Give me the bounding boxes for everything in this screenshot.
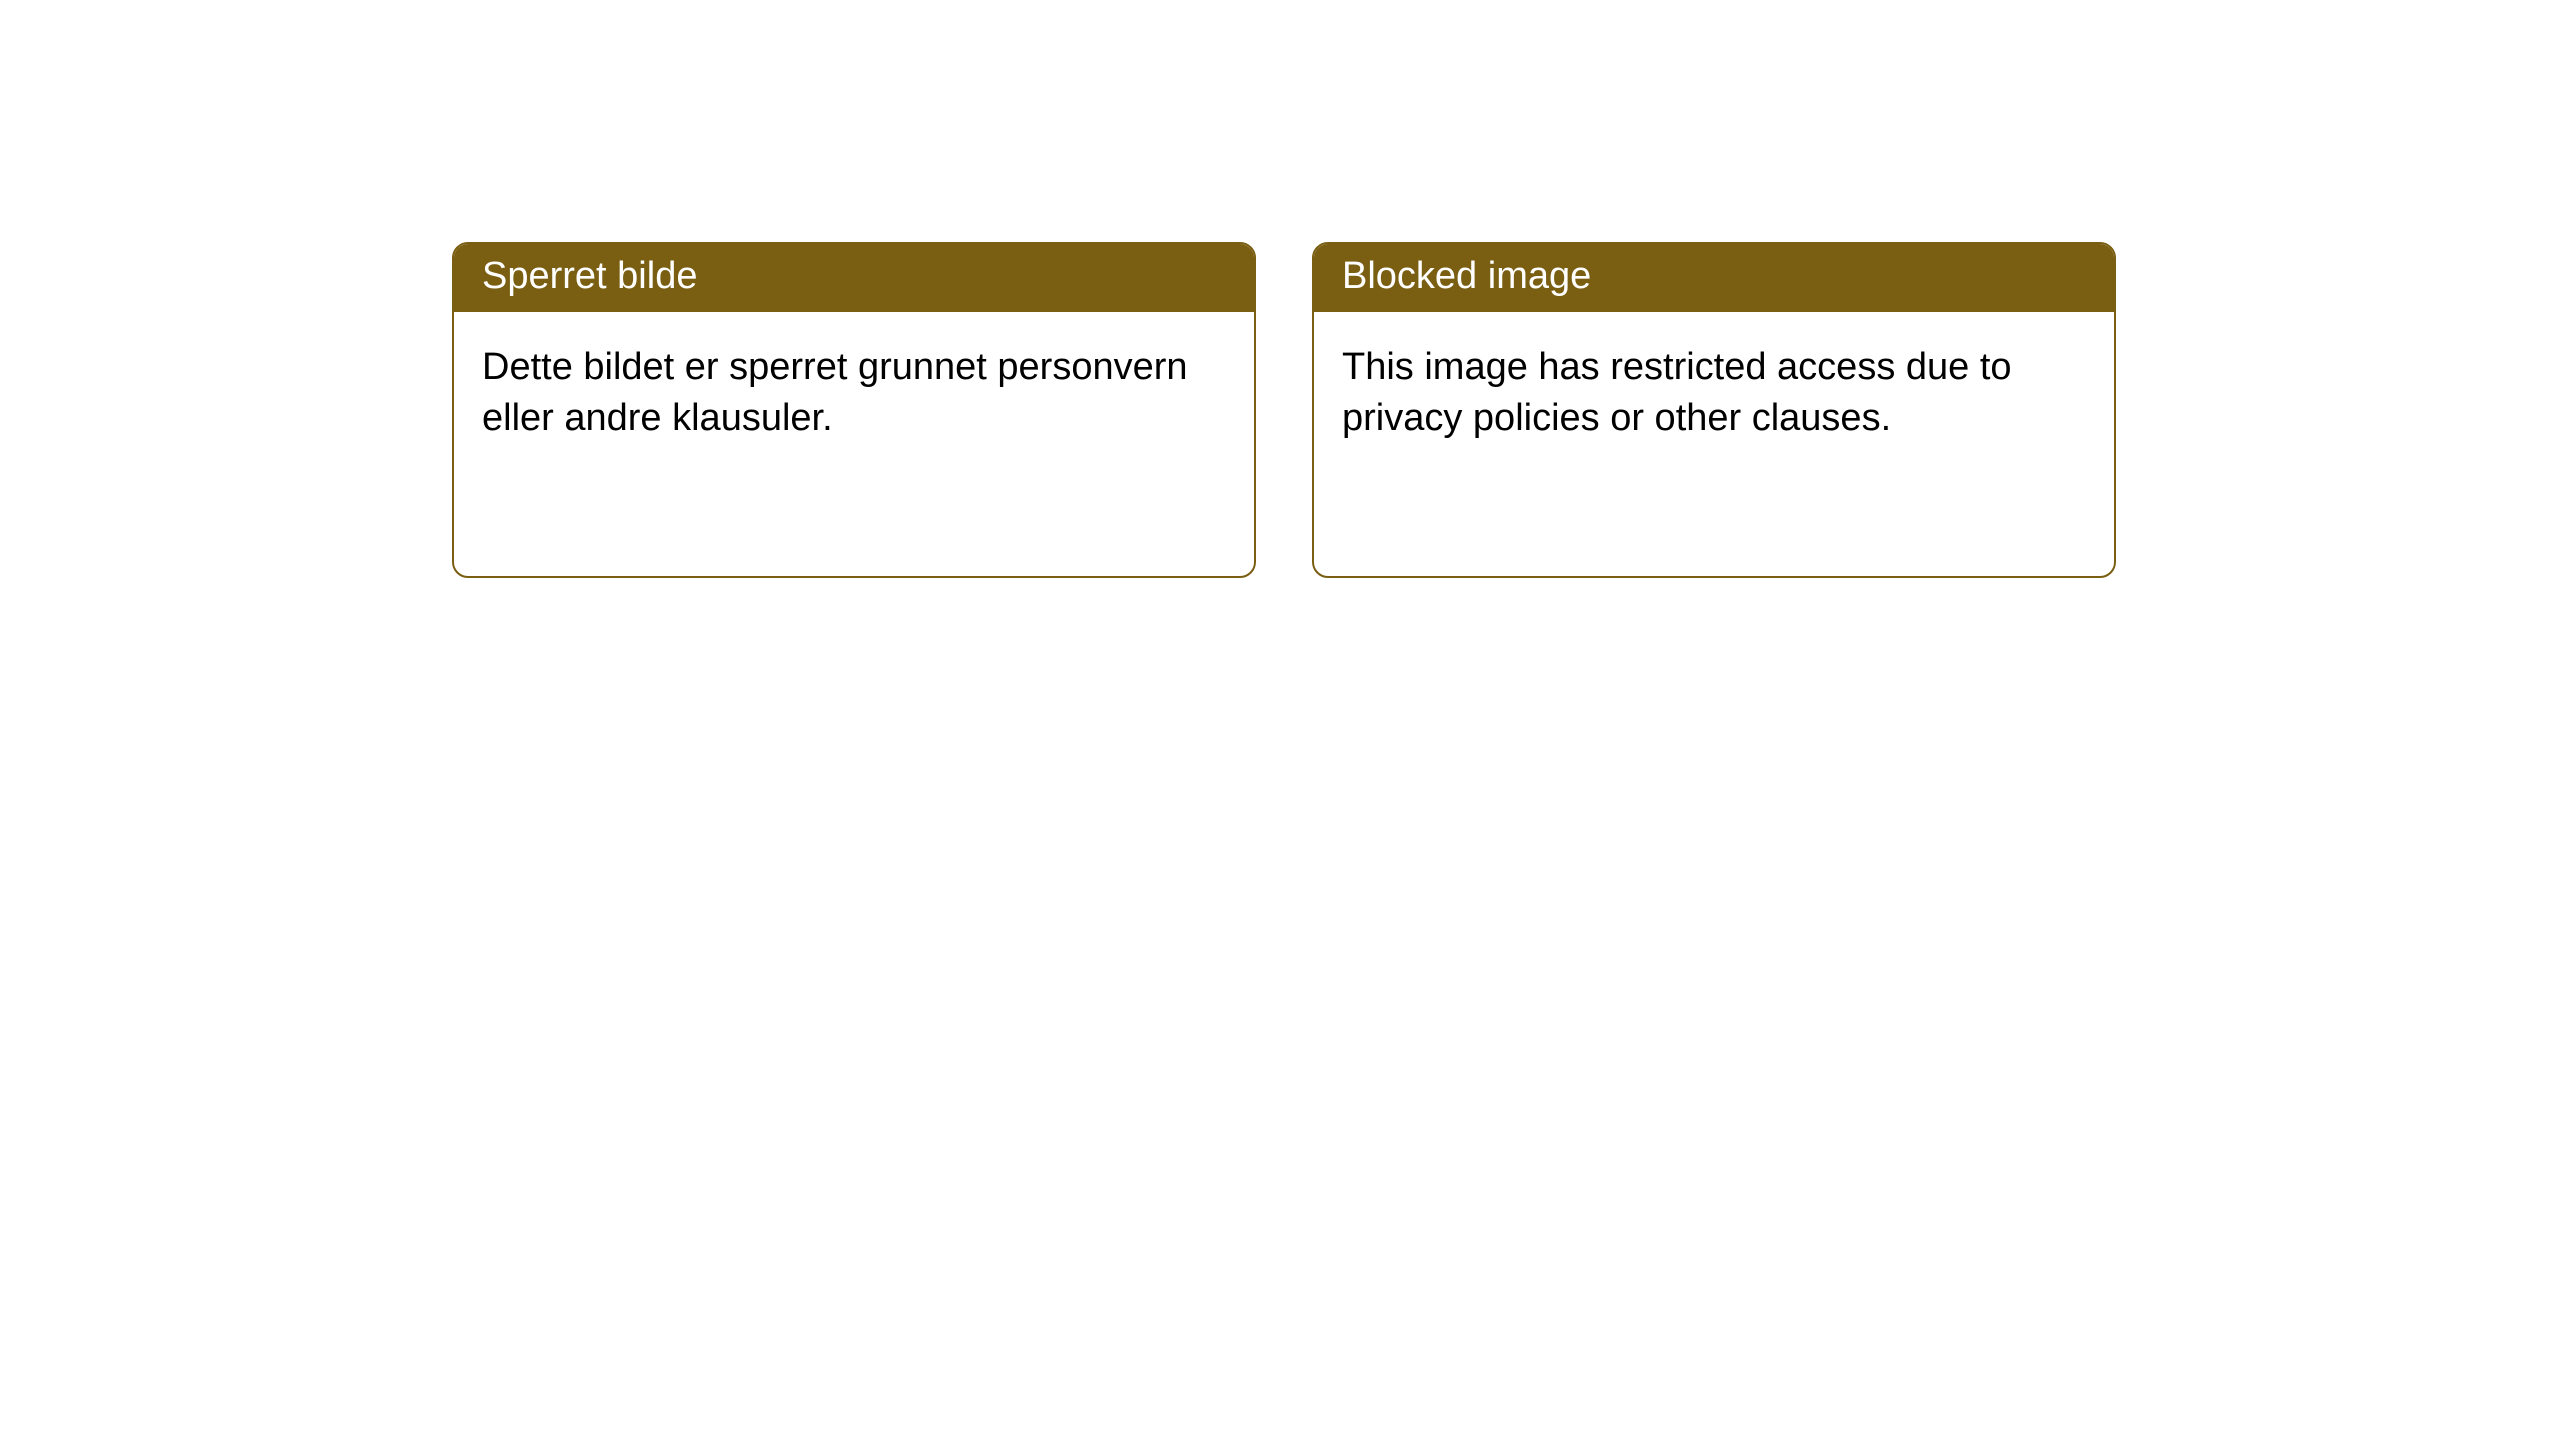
card-body-text: Dette bildet er sperret grunnet personve… bbox=[482, 346, 1188, 439]
card-header: Sperret bilde bbox=[454, 244, 1254, 312]
notice-cards-container: Sperret bilde Dette bildet er sperret gr… bbox=[0, 0, 2560, 578]
card-body-text: This image has restricted access due to … bbox=[1342, 346, 2012, 439]
card-header: Blocked image bbox=[1314, 244, 2114, 312]
card-body: This image has restricted access due to … bbox=[1314, 312, 2114, 475]
card-title: Blocked image bbox=[1342, 255, 1591, 297]
card-title: Sperret bilde bbox=[482, 255, 697, 297]
notice-card-english: Blocked image This image has restricted … bbox=[1312, 242, 2116, 578]
notice-card-norwegian: Sperret bilde Dette bildet er sperret gr… bbox=[452, 242, 1256, 578]
card-body: Dette bildet er sperret grunnet personve… bbox=[454, 312, 1254, 475]
